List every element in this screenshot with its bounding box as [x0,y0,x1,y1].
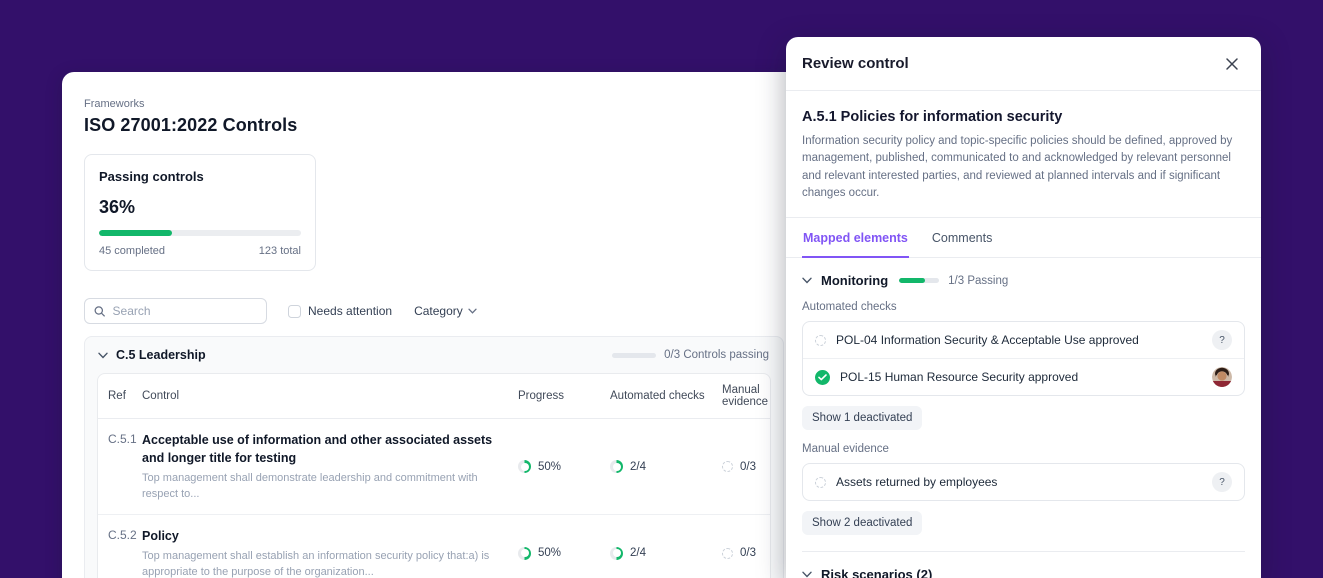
control-row-c52[interactable]: C.5.2 Policy Top management shall establ… [98,515,770,578]
column-header-control: Control [142,390,180,402]
pending-circle-icon [722,547,733,559]
chevron-down-icon[interactable] [98,352,108,359]
control-group-header[interactable]: C.5 Leadership 0/3 Controls passing [85,337,783,372]
review-control-panel: Review control A.5.1 Policies for inform… [786,37,1261,578]
manual-evidence-label: Manual evidence [802,443,889,455]
control-info: A.5.1 Policies for information security … [786,91,1261,218]
search-icon [94,305,106,317]
risk-scenarios-header[interactable]: Risk scenarios (2) [802,567,1245,578]
passing-controls-title: Passing controls [99,169,204,184]
chevron-down-icon[interactable] [802,277,812,284]
passing-controls-percent: 36% [99,197,136,217]
check-item-label: Assets returned by employees [836,475,998,489]
category-dropdown[interactable]: Category [414,304,477,318]
show-deactivated-manual-button[interactable]: Show 2 deactivated [802,511,923,535]
column-header-automated-checks: Automated checks [610,390,705,402]
control-group-c5: C.5 Leadership 0/3 Controls passing Ref … [84,336,784,578]
passing-controls-card: Passing controls 36% 45 completed 123 to… [84,154,316,271]
control-group-title: C.5 Leadership [116,348,206,362]
control-description: Top management shall demonstrate leaders… [142,472,478,500]
monitoring-section-header[interactable]: Monitoring 1/3 Passing [802,273,1245,288]
control-heading: A.5.1 Policies for information security [802,109,1063,125]
pending-circle-icon [815,476,826,488]
control-summary: Information security policy and topic-sp… [802,135,1233,199]
column-header-manual-evidence: Manual evidence [722,384,769,408]
automated-checks-list: POL-04 Information Security & Acceptable… [802,321,1245,396]
column-header-ref: Ref [108,390,126,402]
check-item-assets-returned[interactable]: Assets returned by employees ? [803,464,1244,500]
panel-tabs: Mapped elements Comments [786,218,1261,258]
progress-value: 50% [538,547,562,560]
breadcrumb: Frameworks [84,98,145,110]
search-input[interactable] [112,304,257,318]
progress-ring-icon [518,546,531,560]
control-description: Top management shall establish an inform… [142,550,490,578]
panel-header: Review control [786,37,1261,91]
controls-table: Ref Control Progress Automated checks Ma… [97,373,771,578]
manual-evidence-value: 0/3 [740,460,756,473]
group-passing-summary: 0/3 Controls passing [664,349,769,361]
filters-row: Needs attention Category [84,298,1218,324]
search-box[interactable] [84,298,267,324]
control-title: Policy [142,529,179,544]
completed-count: 45 completed [99,245,166,257]
check-item-label: POL-04 Information Security & Acceptable… [836,333,1139,347]
check-item-label: POL-15 Human Resource Security approved [840,370,1079,384]
progress-value: 50% [538,460,562,473]
passing-controls-progressbar [99,230,301,236]
assignee-avatar[interactable] [1212,367,1232,387]
close-button[interactable] [1221,53,1243,75]
progress-ring-icon [610,460,623,474]
group-progressbar [612,352,657,358]
total-count: 123 total [258,245,301,257]
control-row-c51[interactable]: C.5.1 Acceptable use of information and … [98,419,770,516]
automated-checks-value: 2/4 [630,460,646,473]
control-ref: C.5.1 [108,432,137,446]
control-ref: C.5.2 [108,528,137,543]
mapped-elements-content: Monitoring 1/3 Passing Automated checks … [786,258,1261,552]
automated-checks-value: 2/4 [630,547,646,560]
monitoring-progressbar [899,278,940,283]
category-dropdown-label: Category [414,304,463,318]
manual-evidence-value: 0/3 [740,547,756,560]
passing-controls-progressbar-fill [99,230,172,236]
question-badge[interactable]: ? [1212,472,1232,492]
needs-attention-filter[interactable]: Needs attention [288,304,392,318]
monitoring-progressbar-fill [899,278,926,283]
column-header-progress: Progress [518,390,565,402]
check-item-pol04[interactable]: POL-04 Information Security & Acceptable… [803,322,1244,358]
chevron-down-icon [468,308,477,314]
chevron-down-icon[interactable] [802,571,812,578]
question-badge[interactable]: ? [1212,330,1232,350]
tab-mapped-elements[interactable]: Mapped elements [802,218,909,258]
section-divider [802,551,1245,552]
check-item-pol15[interactable]: POL-15 Human Resource Security approved [803,358,1244,395]
monitoring-passing-label: 1/3 Passing [948,274,1009,287]
manual-evidence-list: Assets returned by employees ? [802,463,1245,501]
tab-comments[interactable]: Comments [931,231,993,245]
pending-circle-icon [815,334,826,346]
risk-scenarios-title: Risk scenarios (2) [821,567,933,578]
progress-ring-icon [610,546,623,560]
control-title: Acceptable use of information and other … [142,433,493,466]
automated-checks-label: Automated checks [802,301,897,313]
close-icon [1226,57,1238,70]
check-passed-icon [815,369,830,385]
table-header-row: Ref Control Progress Automated checks Ma… [98,374,770,419]
monitoring-title: Monitoring [821,273,889,288]
progress-ring-icon [518,460,531,474]
needs-attention-checkbox[interactable] [288,304,301,318]
show-deactivated-automated-button[interactable]: Show 1 deactivated [802,406,923,430]
risk-scenarios-section: Risk scenarios (2) R-26 Loss of organiza… [786,552,1261,578]
page-title: ISO 27001:2022 Controls [84,115,298,135]
pending-circle-icon [722,461,733,473]
panel-title: Review control [802,55,909,72]
needs-attention-label: Needs attention [308,304,393,318]
